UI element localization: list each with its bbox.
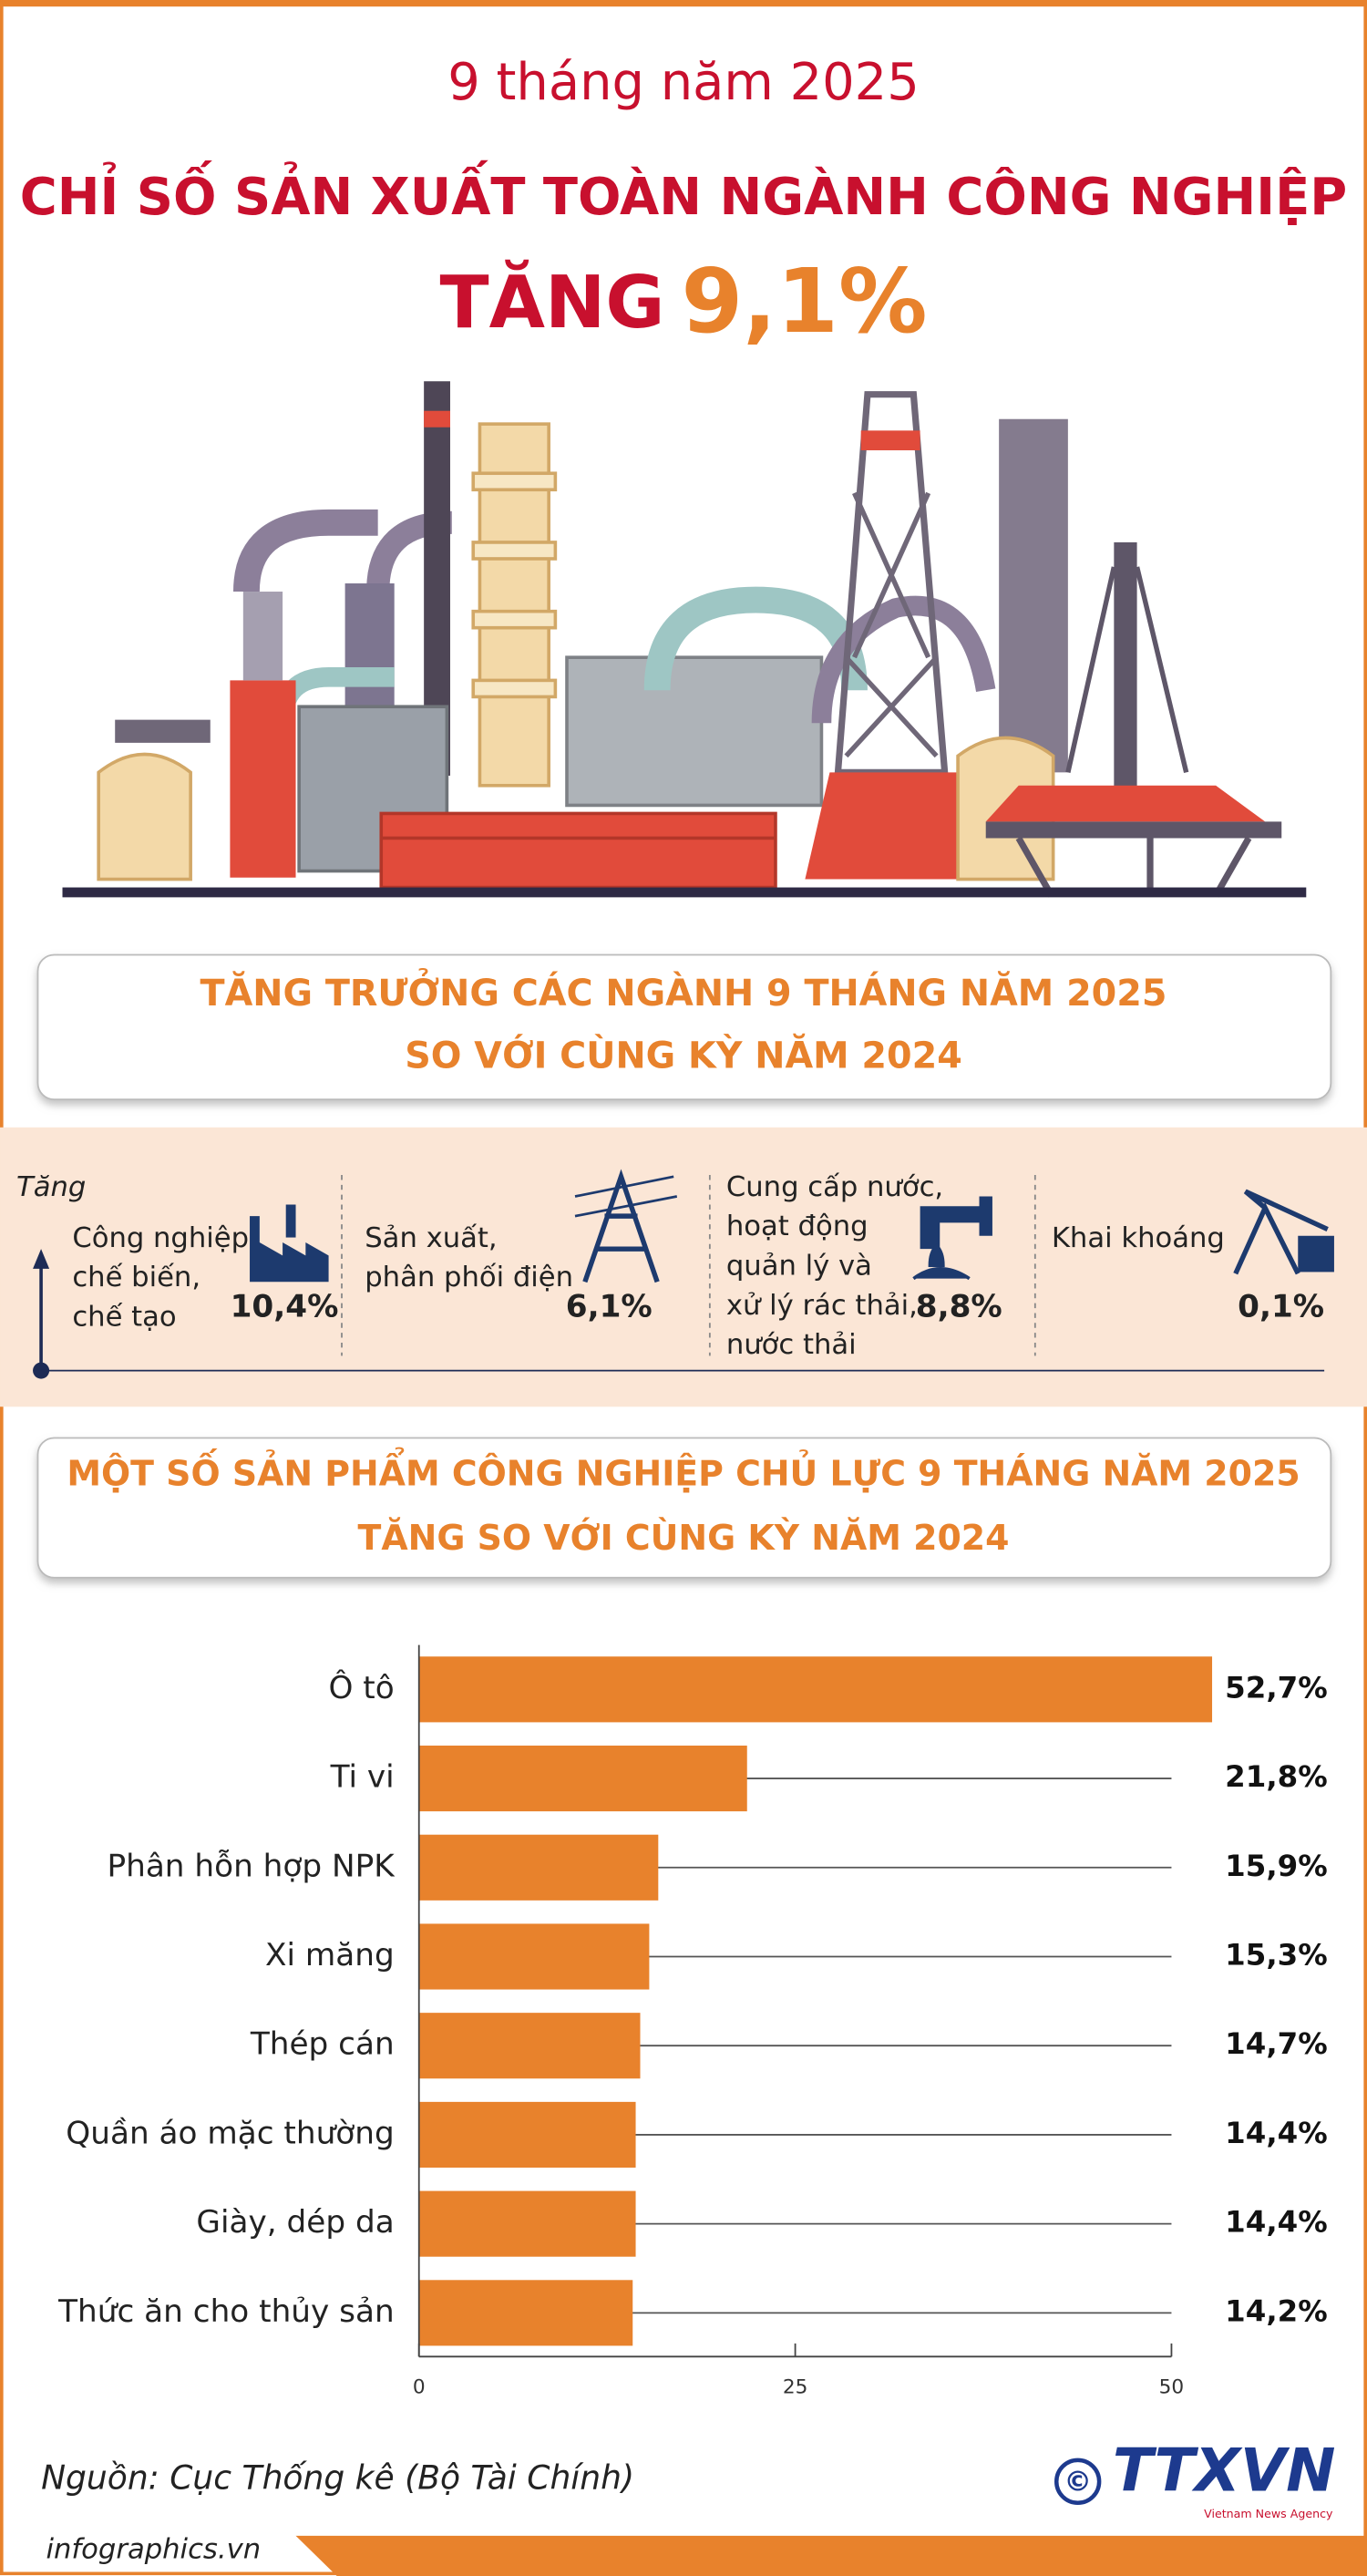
logo-subtitle: Vietnam News Agency	[1204, 2507, 1333, 2520]
section-heading: SO VỚI CÙNG KỲ NĂM 2024	[405, 1035, 962, 1077]
bar	[418, 1656, 1213, 1723]
value-label: 15,3%	[1225, 1937, 1328, 1972]
value-label: 52,7%	[1225, 1670, 1328, 1705]
sector-name: phân phối điện	[365, 1262, 573, 1293]
value-label: 14,7%	[1225, 2026, 1328, 2061]
sector-band	[0, 1127, 1367, 1407]
sector-name: nước thải	[726, 1329, 857, 1361]
category-label: Giày, dép da	[196, 2204, 394, 2241]
copyright-ring	[1054, 2458, 1102, 2506]
sector-value: 6,1%	[566, 1289, 653, 1325]
sector-name: chế biến,	[72, 1262, 200, 1293]
sector-axis	[33, 1175, 1325, 1379]
bar-chart: Ô tô 52,7% Ti vi 21,8% Phân hỗn hợp NPK 15,9%…	[57, 1644, 1328, 2399]
category-label: Thép cán	[250, 2026, 395, 2063]
category-label: Ti vi	[330, 1759, 395, 1796]
category-label: Xi măng	[265, 1937, 395, 1973]
site: infographics.vn	[46, 2534, 261, 2566]
category-label: Ô tô	[328, 1669, 394, 1706]
bar	[418, 2280, 633, 2346]
x-tick-label: 0	[413, 2376, 426, 2399]
value-label: 21,8%	[1225, 1759, 1328, 1794]
sector-name: Sản xuất,	[365, 1222, 497, 1254]
value-label: 14,4%	[1225, 2205, 1328, 2240]
value-label: 14,2%	[1225, 2293, 1328, 2328]
sector-icons	[250, 1169, 1334, 1283]
section-box	[36, 1437, 1332, 1579]
sector-value: 10,4%	[231, 1289, 339, 1325]
subtitle: 9 tháng năm 2025	[447, 53, 920, 112]
logo: TTXVN	[1113, 2437, 1336, 2506]
sector-name: Công nghiệp	[72, 1222, 249, 1254]
factory-illustration	[62, 381, 1307, 898]
headline: TĂNG 9,1%	[440, 250, 928, 353]
sector-name: xử lý rác thải,	[726, 1290, 918, 1322]
sector-name: hoạt động	[726, 1211, 869, 1242]
section-heading: MỘT SỐ SẢN PHẨM CÔNG NGHIỆP CHỦ LỰC 9 TH…	[67, 1448, 1300, 1493]
sector-value: 0,1%	[1238, 1289, 1324, 1325]
x-tick-label: 25	[783, 2376, 808, 2399]
x-tick-label: 50	[1159, 2376, 1185, 2399]
headline-word: TĂNG	[440, 258, 665, 345]
title: CHỈ SỐ SẢN XUẤT TOÀN NGÀNH CÔNG NGHIỆP	[20, 161, 1347, 227]
category-label: Quần áo mặc thường	[66, 2115, 394, 2151]
sector-name: Khai khoáng	[1052, 1222, 1225, 1254]
bar	[418, 1834, 659, 1901]
bottom-strip	[295, 2535, 1367, 2576]
top-border	[0, 0, 1367, 7]
section-heading: TĂNG TRƯỞNG CÁC NGÀNH 9 THÁNG NĂM 2025	[200, 969, 1167, 1015]
sector-axis-label: Tăng	[16, 1171, 86, 1203]
value-label: 14,4%	[1225, 2116, 1328, 2150]
copyright: ©	[1064, 2467, 1092, 2499]
category-label: Thức ăn cho thủy sản	[57, 2293, 395, 2330]
sectors: Công nghiệp chế biến, chế tạo 10,4% Sản xuất…	[72, 1171, 1324, 1361]
section-box	[36, 953, 1332, 1101]
sector-name: quản lý và	[726, 1251, 872, 1283]
bar	[418, 2190, 636, 2257]
bar	[418, 1746, 747, 1812]
sector-name: chế tạo	[72, 1301, 176, 1333]
sector-value: 8,8%	[916, 1289, 1002, 1325]
category-label: Phân hỗn hợp NPK	[107, 1848, 396, 1884]
source: Nguồn: Cục Thống kê (Bộ Tài Chính)	[41, 2459, 634, 2498]
bar	[418, 2013, 641, 2079]
bar	[418, 2101, 636, 2168]
sector-name: Cung cấp nước,	[726, 1171, 943, 1203]
value-label: 15,9%	[1225, 1849, 1328, 1883]
headline-value: 9,1%	[682, 250, 928, 353]
section-heading: TĂNG SO VỚI CÙNG KỲ NĂM 2024	[358, 1518, 1010, 1558]
bar	[418, 1923, 650, 1990]
